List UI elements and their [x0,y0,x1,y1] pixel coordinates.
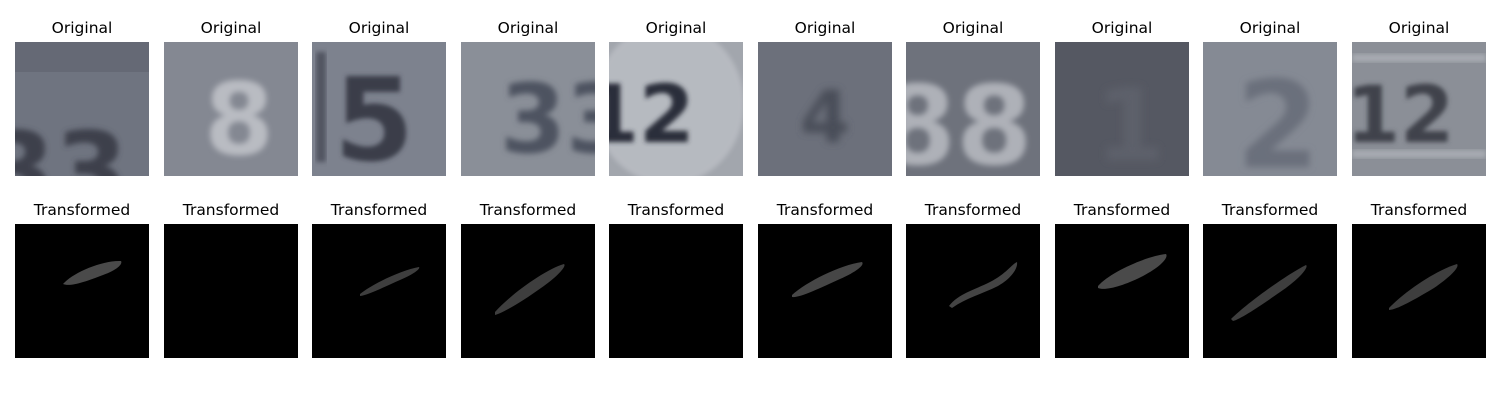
original-digit-image: 1 [1055,42,1189,176]
transformed-panel: Transformed [906,200,1040,358]
original-digit-image: 8 [164,42,298,176]
original-panel: Original 2 [1203,18,1337,176]
transformed-image [164,224,298,358]
original-panel: Original 33 [15,18,149,176]
transformed-title: Transformed [776,201,874,219]
digit-glyph: 12 [1352,71,1454,161]
transformed-image [906,224,1040,358]
original-panel: Original 5 [312,18,446,176]
original-title: Original [200,19,262,37]
transformed-panel: Transformed [461,200,595,358]
digit-glyph: 33 [15,110,128,176]
transformed-stroke [63,260,122,285]
transformed-stroke [1231,265,1307,321]
transformed-stroke [792,262,863,298]
original-title: Original [942,19,1004,37]
digit-glyph: 88 [906,62,1033,176]
transformed-title: Transformed [627,201,725,219]
original-title: Original [51,19,113,37]
original-panel: Original 1 [1055,18,1189,176]
transformed-panel: Transformed [1055,200,1189,358]
original-digit-image: 33 [15,42,149,176]
transformed-title: Transformed [479,201,577,219]
original-panel: Original 12 [609,18,743,176]
transformed-panel: Transformed [164,200,298,358]
original-title: Original [497,19,559,37]
transformed-title: Transformed [182,201,280,219]
transformed-stroke [1098,254,1167,289]
transformed-panel: Transformed [15,200,149,358]
original-panel: Original 8 [164,18,298,176]
original-title: Original [1388,19,1450,37]
image-background [312,42,446,176]
original-digit-image: 4 [758,42,892,176]
original-title: Original [1091,19,1153,37]
transformed-title: Transformed [1370,201,1468,219]
transformed-panel: Transformed [312,200,446,358]
original-panel: Original 4 [758,18,892,176]
digit-glyph: 12 [609,68,695,161]
original-panel: Original 12 [1352,18,1486,176]
digit-glyph: 33 [500,65,595,175]
transformed-image [312,224,446,358]
transformed-stroke [949,262,1018,308]
transformed-image [15,224,149,358]
digit-glyph: 4 [800,75,850,159]
image-background [1203,42,1337,176]
transformed-title: Transformed [330,201,428,219]
original-panel: Original 88 [906,18,1040,176]
transformed-stroke [495,264,565,315]
transformed-title: Transformed [1221,201,1319,219]
image-background [758,42,892,176]
original-title: Original [794,19,856,37]
original-title: Original [1239,19,1301,37]
original-digit-image: 12 [1352,42,1486,176]
original-panel: Original 33 [461,18,595,176]
transformed-panel: Transformed [609,200,743,358]
digit-glyph: 1 [1095,67,1165,176]
digit-glyph: 5 [334,54,414,176]
transformed-image [609,224,743,358]
original-title: Original [645,19,707,37]
transformed-stroke [360,267,420,296]
original-title: Original [348,19,410,37]
original-digit-image: 12 [609,42,743,176]
transformed-image [461,224,595,358]
transformed-panel: Transformed [758,200,892,358]
original-digit-image: 5 [312,42,446,176]
digit-glyph: 8 [204,61,274,176]
digit-glyph: 2 [1236,57,1320,176]
image-background [461,42,595,176]
transformed-title: Transformed [33,201,131,219]
transformed-panel: Transformed [1352,200,1486,358]
transformed-image [1055,224,1189,358]
transformed-title: Transformed [1073,201,1171,219]
transformed-title: Transformed [924,201,1022,219]
transformed-panel: Transformed [1203,200,1337,358]
original-digit-image: 88 [906,42,1040,176]
transformed-image [758,224,892,358]
transformed-image [1203,224,1337,358]
transformed-stroke [1389,264,1458,310]
original-digit-image: 33 [461,42,595,176]
original-digit-image: 2 [1203,42,1337,176]
image-background [1055,42,1189,176]
image-background [164,42,298,176]
transformed-image [1352,224,1486,358]
image-background [906,42,1040,176]
